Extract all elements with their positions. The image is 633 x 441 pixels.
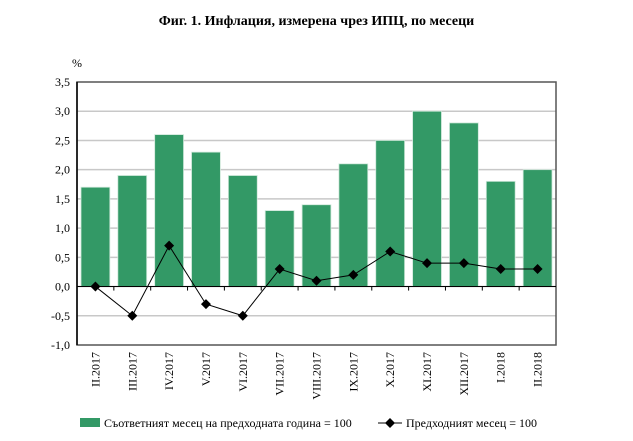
y-tick-label: 1,5 [55, 192, 70, 206]
bar [412, 110, 442, 287]
x-tick-label: XII.2017 [457, 352, 471, 396]
y-tick-label: 3,0 [55, 104, 70, 118]
x-tick-label: II.2017 [88, 352, 102, 387]
legend-line-label: Предходният месец = 100 [406, 416, 537, 430]
bar [80, 186, 111, 287]
x-tick-label: VIII.2017 [310, 352, 324, 400]
line-marker [311, 275, 322, 286]
x-tick-label: I.2018 [494, 352, 508, 383]
bar [375, 140, 406, 287]
chart-title: Фиг. 1. Инфлация, измерена чрез ИПЦ, по … [158, 14, 475, 29]
x-tick-label: II.2018 [531, 352, 545, 387]
line-marker [458, 258, 469, 269]
y-tick-label: 2,5 [55, 133, 70, 147]
x-tick-label: VII.2017 [273, 352, 287, 396]
line-marker [90, 281, 101, 292]
y-tick-label: 1,0 [55, 221, 70, 235]
legend-marker-icon [385, 418, 395, 428]
line-marker [495, 264, 506, 275]
bar [264, 210, 295, 287]
y-tick-label: 3,5 [55, 75, 70, 89]
line-marker [164, 240, 175, 251]
x-tick-label: IX.2017 [346, 352, 360, 392]
bar [227, 175, 258, 287]
x-tick-label: VI.2017 [236, 352, 250, 392]
y-tick-label: 0,0 [55, 280, 70, 294]
line-marker [348, 269, 359, 280]
line-marker [532, 264, 543, 275]
line-marker [127, 310, 138, 321]
y-axis-label: % [72, 56, 82, 70]
legend-bar-label: Съответният месец на предходната година … [104, 416, 352, 430]
x-tick-label: X.2017 [383, 352, 397, 388]
x-tick-label: III.2017 [125, 352, 139, 391]
x-tick-label: XI.2017 [420, 352, 434, 392]
x-tick-label: V.2017 [199, 352, 213, 386]
legend-bar-swatch [80, 418, 100, 427]
bar [301, 204, 332, 287]
y-tick-label: 0,5 [55, 250, 70, 264]
bar [154, 134, 184, 287]
line-marker [237, 310, 248, 321]
y-tick-label: 2,0 [55, 163, 70, 177]
y-tick-label: -0,5 [51, 309, 70, 323]
y-tick-label: -1,0 [51, 338, 70, 352]
x-tick-label: IV.2017 [162, 352, 176, 390]
line-marker [274, 264, 285, 275]
line-marker [385, 246, 396, 257]
line-marker [422, 258, 433, 269]
bar [191, 151, 221, 287]
bar [338, 163, 369, 287]
bar [117, 175, 148, 287]
line-marker [200, 299, 211, 310]
